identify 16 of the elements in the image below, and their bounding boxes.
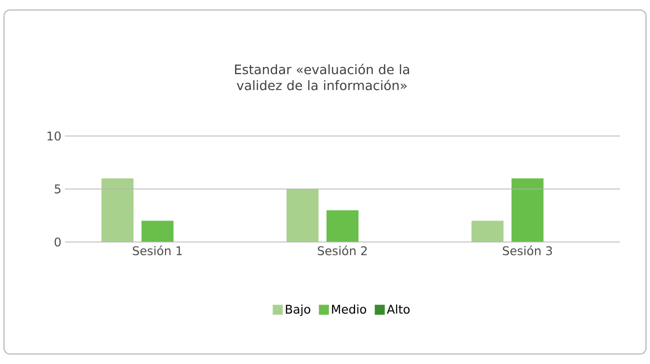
chart-title: Estandar «evaluación de la validez de la información» — [235, 64, 410, 90]
legend-label: Alto — [386, 304, 410, 314]
bar — [286, 189, 319, 242]
y-tick-label: 10 — [48, 131, 61, 141]
bar — [142, 220, 174, 242]
y-tick-label: 0 — [54, 237, 61, 247]
x-tick-label: Sesión 3 — [502, 246, 552, 256]
x-tick-label: Sesión 2 — [318, 246, 367, 256]
bar — [326, 210, 359, 242]
x-tick-label: Sesión 1 — [132, 246, 182, 256]
bar — [102, 178, 134, 242]
legend-label: Medio — [332, 304, 366, 314]
bar — [512, 178, 544, 242]
legend-label: Bajo — [286, 304, 310, 316]
bar — [472, 220, 504, 242]
y-tick-label: 5 — [54, 184, 60, 194]
